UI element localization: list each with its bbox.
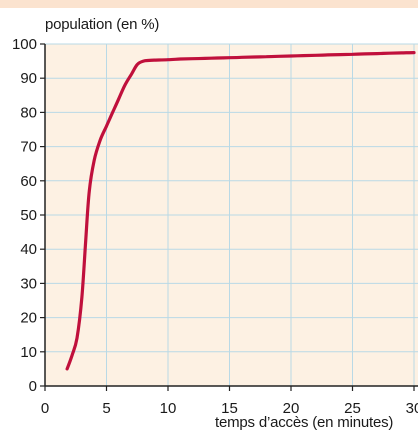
top-band <box>0 0 418 8</box>
y-tick-label: 40 <box>20 241 37 258</box>
y-tick-label: 30 <box>20 275 37 292</box>
x-tick-label: 5 <box>102 400 110 417</box>
y-tick-label: 100 <box>12 36 37 53</box>
x-tick-label: 0 <box>41 400 49 417</box>
y-tick-label: 80 <box>20 104 37 121</box>
y-axis-title: population (en %) <box>45 16 160 33</box>
x-tick-label: 30 <box>406 400 418 417</box>
y-tick-label: 90 <box>20 70 37 87</box>
x-tick-label: 15 <box>221 400 238 417</box>
x-axis-title: temps d’accès (en minutes) <box>215 414 394 431</box>
x-tick-label: 20 <box>283 400 300 417</box>
y-tick-label: 0 <box>29 378 37 395</box>
y-tick-label: 50 <box>20 207 37 224</box>
y-tick-label: 60 <box>20 173 37 190</box>
x-tick-label: 25 <box>344 400 361 417</box>
x-tick-label: 10 <box>160 400 177 417</box>
y-tick-label: 10 <box>20 344 37 361</box>
y-tick-label: 20 <box>20 310 37 327</box>
series-line <box>65 51 416 371</box>
y-tick-label: 70 <box>20 139 37 156</box>
